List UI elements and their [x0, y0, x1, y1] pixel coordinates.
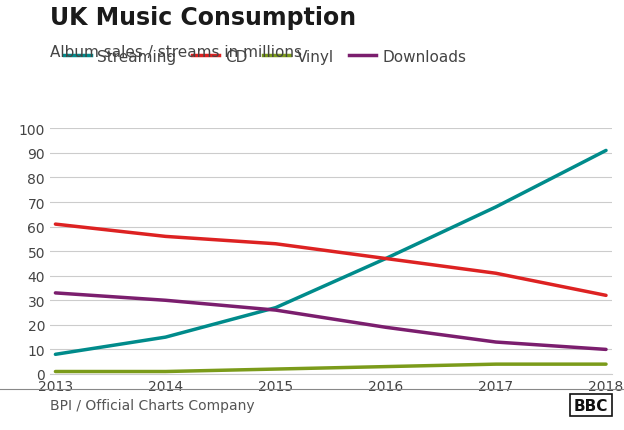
- Text: BPI / Official Charts Company: BPI / Official Charts Company: [50, 398, 255, 412]
- Text: Album sales / streams in millions: Album sales / streams in millions: [50, 45, 302, 60]
- Text: BBC: BBC: [574, 398, 608, 413]
- Text: UK Music Consumption: UK Music Consumption: [50, 6, 356, 31]
- Legend: Streaming, CD, Vinyl, Downloads: Streaming, CD, Vinyl, Downloads: [57, 43, 473, 71]
